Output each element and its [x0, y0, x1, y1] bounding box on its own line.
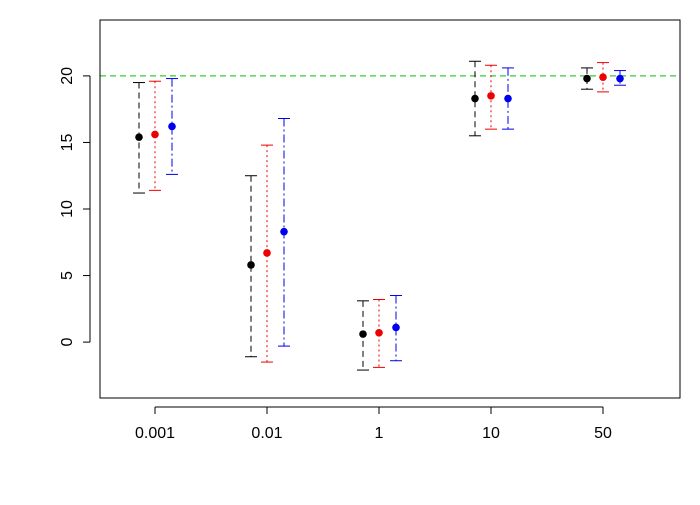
- y-tick-label: 10: [59, 200, 76, 218]
- data-point: [583, 74, 591, 83]
- x-tick-label: 0.001: [135, 425, 175, 442]
- x-tick-label: 1: [375, 425, 384, 442]
- plot-frame: [99, 19, 681, 399]
- data-point: [359, 330, 367, 338]
- data-point: [280, 227, 288, 236]
- x-tick-label: 50: [594, 425, 612, 442]
- error-bar-layer: [133, 60, 626, 371]
- y-tick-label: 20: [59, 67, 76, 85]
- y-tick-label: 15: [59, 133, 76, 151]
- data-point: [168, 122, 176, 131]
- data-point: [263, 249, 271, 257]
- data-point: [151, 130, 159, 139]
- data-point: [392, 323, 400, 332]
- data-point: [504, 94, 512, 103]
- x-tick-label: 0.01: [251, 425, 282, 442]
- data-point: [599, 73, 607, 82]
- x-tick-label: 10: [482, 425, 500, 442]
- data-point: [616, 74, 624, 83]
- data-point: [487, 92, 495, 100]
- data-point: [471, 94, 479, 103]
- data-point: [135, 133, 143, 141]
- y-tick-label: 0: [59, 338, 76, 347]
- data-point: [247, 261, 255, 269]
- data-point: [375, 328, 383, 337]
- y-tick-label: 5: [59, 271, 76, 280]
- axis-layer: 0 5 10 15 20 0.001 0.01 1 10 50: [59, 67, 612, 442]
- point-layer: [135, 73, 624, 338]
